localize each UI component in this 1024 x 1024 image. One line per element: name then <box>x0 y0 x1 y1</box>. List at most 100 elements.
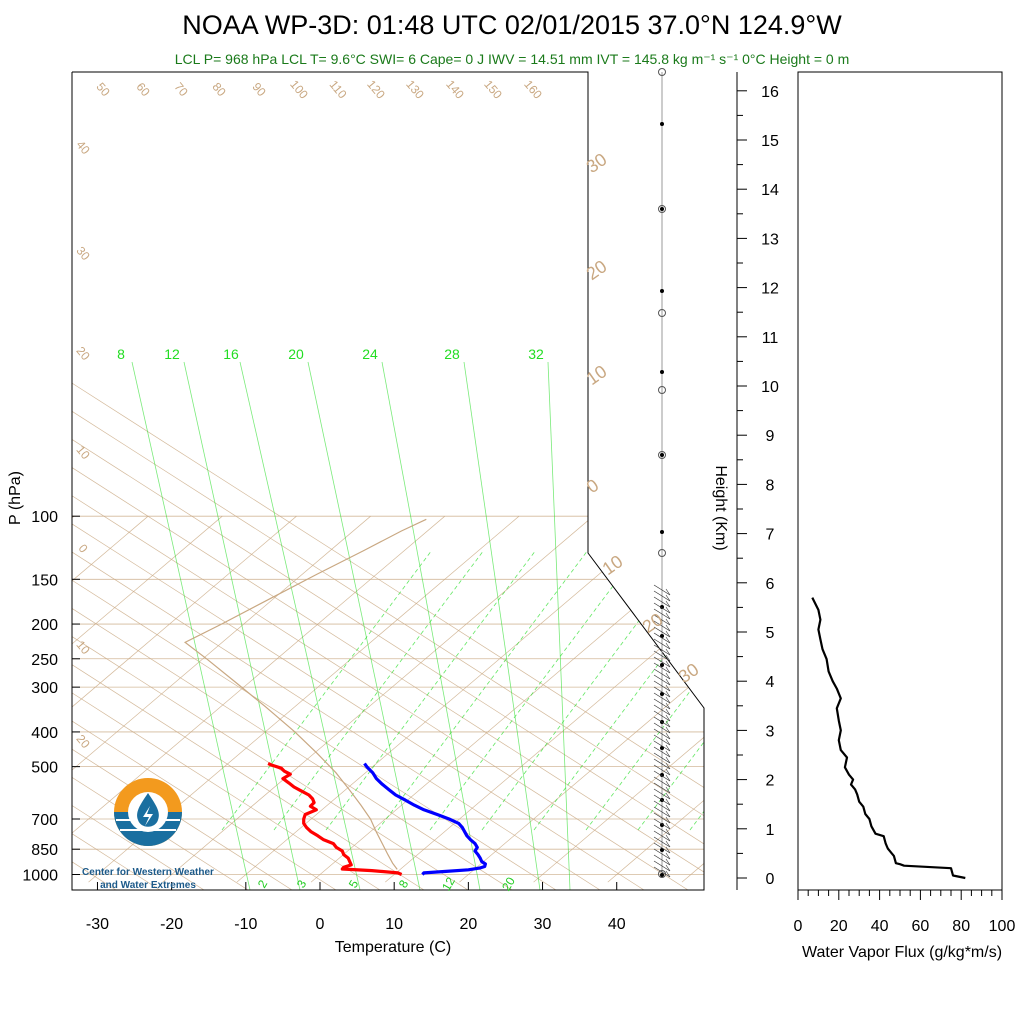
height-axis-label: Height (Km) <box>712 465 729 550</box>
isotherm-label: 90 <box>249 80 269 99</box>
flux-panel: 0 20 40 60 80 100 <box>794 597 1016 935</box>
wind-barb-flag <box>665 684 671 692</box>
mixing-ratio-label: 12 <box>164 346 180 362</box>
adiabat-left-label: 10 <box>73 443 93 462</box>
wind-barb <box>653 824 671 836</box>
wind-barb <box>653 818 671 830</box>
isotherm-line <box>310 515 704 883</box>
moist-adiabat-line <box>689 549 704 831</box>
mixing-ratio-label: 20 <box>288 346 304 362</box>
wind-barb-flag <box>665 594 671 602</box>
temperature-tick-label: 0 <box>316 916 325 933</box>
wind-barb-flag <box>665 816 671 824</box>
isotherm-line <box>459 515 704 883</box>
wind-barb-flag <box>665 654 671 662</box>
wind-barb <box>653 758 671 770</box>
height-tick-label: 5 <box>766 625 775 642</box>
pressure-tick-label: 1000 <box>22 868 58 885</box>
wind-barb <box>653 698 671 710</box>
height-tick-label: 13 <box>761 231 779 248</box>
wind-barb <box>653 686 671 698</box>
wind-calm-circle <box>658 309 666 317</box>
wind-barb-dot <box>660 453 664 457</box>
wind-barb-flag <box>665 738 671 746</box>
mixing-ratio-line <box>381 361 481 890</box>
dry-adiabat-line <box>72 262 425 890</box>
dry-adiabat-line <box>72 262 249 890</box>
dry-adiabat-line <box>72 262 557 890</box>
wind-barb-dot <box>660 773 664 777</box>
isotherm-line <box>385 515 704 883</box>
adiabat-right-label: 10 <box>583 361 611 389</box>
wind-barb-flag <box>665 792 671 800</box>
wind-barb-flag <box>665 756 671 764</box>
mixing-ratio-label: 8 <box>117 346 125 362</box>
flux-trace <box>811 597 966 880</box>
wind-barb-flag <box>665 726 671 734</box>
wind-barb <box>653 710 671 722</box>
dry-adiabat-line <box>72 262 704 890</box>
moist-adiabat-line <box>533 549 704 831</box>
isotherm-label: 120 <box>364 77 388 102</box>
logo-text-line1: Center for Western Weather <box>82 867 214 878</box>
temperature-tick-label: 20 <box>459 916 477 933</box>
wind-barb <box>653 632 671 644</box>
isotherm-line <box>236 515 668 883</box>
dry-adiabat-line <box>72 262 704 890</box>
wind-barb <box>653 584 671 596</box>
height-tick-label: 6 <box>766 576 775 593</box>
dry-adiabat-line <box>72 262 601 890</box>
wind-barb-dot <box>660 289 664 293</box>
mixing-ratio-bottom-label: 3 <box>294 877 310 890</box>
dry-adiabat-line <box>72 262 704 890</box>
wind-barb <box>653 770 671 782</box>
wind-barb-flag <box>665 846 671 854</box>
wind-barb <box>653 590 671 602</box>
dewpoint-trace <box>363 762 487 876</box>
wind-barb <box>653 836 671 848</box>
isotherm-label: 60 <box>133 80 153 99</box>
wind-barb <box>653 674 671 686</box>
wind-barb <box>653 716 671 728</box>
mixing-ratio-label: 24 <box>362 346 378 362</box>
chart-subtitle: LCL P= 968 hPa LCL T= 9.6°C SWI= 6 Cape=… <box>175 51 850 67</box>
adiabat-left-label: 20 <box>73 732 93 751</box>
flux-panel-frame <box>797 71 1003 891</box>
isotherm-label: 110 <box>327 78 350 102</box>
isotherm-line <box>533 515 704 883</box>
wind-barb-flag <box>665 786 671 794</box>
adiabat-right-label: 30 <box>675 659 703 687</box>
mixing-ratio-bottom-label: 20 <box>499 874 518 893</box>
flux-tick-label: 100 <box>989 918 1016 935</box>
wind-barb-flag <box>665 678 671 686</box>
isotherm-line <box>72 515 149 883</box>
wind-barb-flag <box>665 636 671 644</box>
isotherm-label: 80 <box>209 80 229 99</box>
wind-calm-circle <box>658 68 666 76</box>
adiabat-left-label: 0 <box>76 541 91 555</box>
height-tick-label: 0 <box>766 871 775 888</box>
mixing-ratio-line <box>183 361 301 890</box>
mixing-ratio-bottom-label: 8 <box>396 877 412 890</box>
plot-frame <box>71 71 705 891</box>
wind-barb <box>653 656 671 668</box>
wind-barb <box>653 704 671 716</box>
wind-barb <box>653 854 671 866</box>
isotherm-label: 160 <box>521 77 545 102</box>
wind-barb-flag <box>665 720 671 728</box>
wind-barb-dot <box>660 122 664 126</box>
wind-barb-flag <box>665 762 671 770</box>
wind-barb <box>653 860 671 872</box>
wind-barb <box>653 788 671 800</box>
wind-barb-flag <box>665 870 671 878</box>
height-tick-label: 10 <box>761 379 779 396</box>
adiabat-right-label: 10 <box>599 551 627 579</box>
mixing-ratio-line <box>463 361 541 890</box>
height-tick-label: 1 <box>766 822 775 839</box>
height-tick-label: 12 <box>761 281 779 298</box>
isotherm-label: 130 <box>403 77 427 102</box>
wind-barb-flag <box>665 750 671 758</box>
dry-adiabat-line <box>72 262 337 890</box>
height-tick-label: 7 <box>766 527 775 544</box>
